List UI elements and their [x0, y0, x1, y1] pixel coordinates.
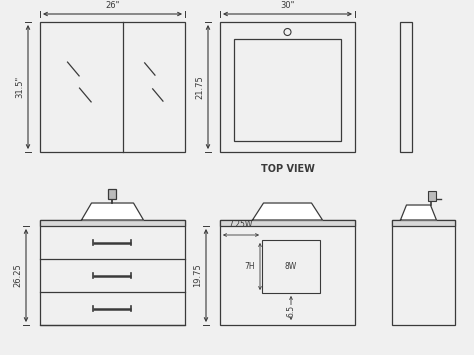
Text: 21.75: 21.75 [195, 75, 204, 99]
Bar [40, 220, 185, 226]
Bar [428, 191, 437, 201]
Text: 26": 26" [105, 1, 120, 10]
Bar [234, 39, 341, 141]
Text: 7H: 7H [245, 262, 255, 271]
Bar [220, 220, 355, 325]
Polygon shape [401, 205, 437, 220]
Bar [262, 240, 320, 293]
Text: 31.5": 31.5" [15, 76, 24, 98]
Bar [40, 22, 185, 152]
Text: TOP VIEW: TOP VIEW [261, 164, 314, 174]
Bar [400, 22, 412, 152]
Bar [392, 220, 455, 325]
Text: 19.75: 19.75 [193, 264, 202, 288]
Text: 30": 30" [280, 1, 295, 10]
Bar [109, 189, 117, 199]
Text: 8W: 8W [285, 262, 297, 271]
Bar [392, 220, 455, 226]
Text: 26.25: 26.25 [13, 264, 22, 288]
Text: 7.25W: 7.25W [229, 220, 253, 229]
Polygon shape [82, 203, 144, 220]
Polygon shape [253, 203, 322, 220]
Bar [220, 220, 355, 226]
Bar [220, 22, 355, 152]
Bar [40, 220, 185, 325]
Text: 6.5: 6.5 [286, 305, 295, 317]
